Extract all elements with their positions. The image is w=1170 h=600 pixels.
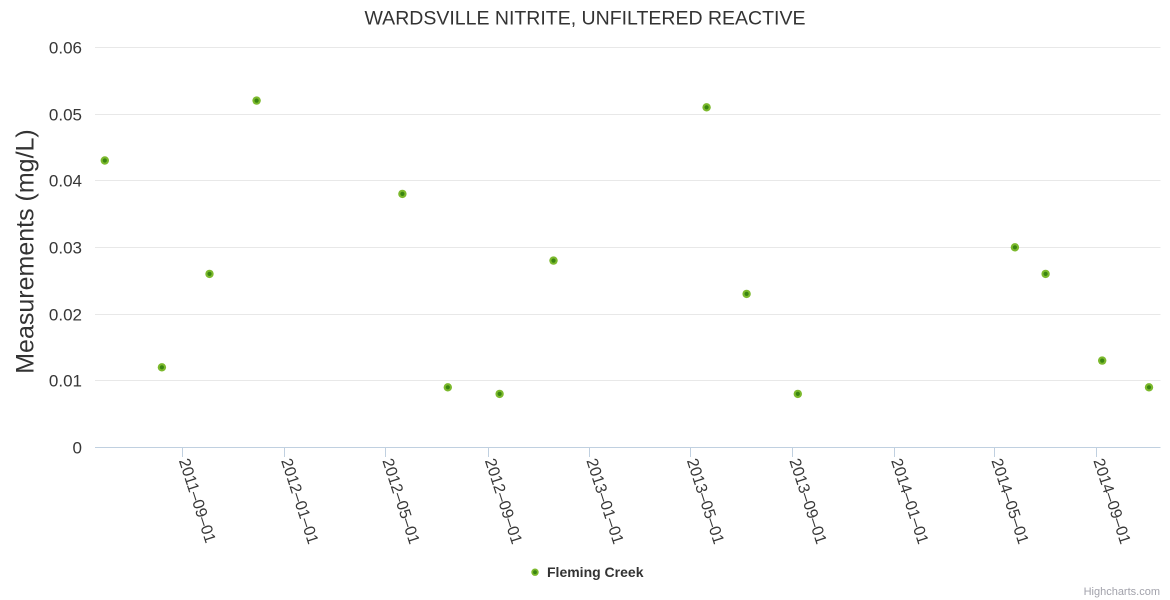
svg-text:0.02: 0.02 — [49, 305, 82, 324]
svg-text:Fleming Creek: Fleming Creek — [547, 564, 644, 580]
svg-text:0.05: 0.05 — [49, 105, 82, 124]
svg-text:Measurements (mg/L): Measurements (mg/L) — [12, 129, 40, 374]
svg-text:0.01: 0.01 — [49, 371, 82, 390]
svg-text:WARDSVILLE NITRITE, UNFILTERED: WARDSVILLE NITRITE, UNFILTERED REACTIVE — [365, 8, 806, 30]
svg-text:0.03: 0.03 — [49, 238, 82, 257]
svg-text:Highcharts.com: Highcharts.com — [1084, 586, 1160, 598]
svg-text:0: 0 — [73, 438, 82, 457]
svg-text:0.04: 0.04 — [49, 171, 82, 190]
svg-text:0.06: 0.06 — [49, 38, 82, 57]
